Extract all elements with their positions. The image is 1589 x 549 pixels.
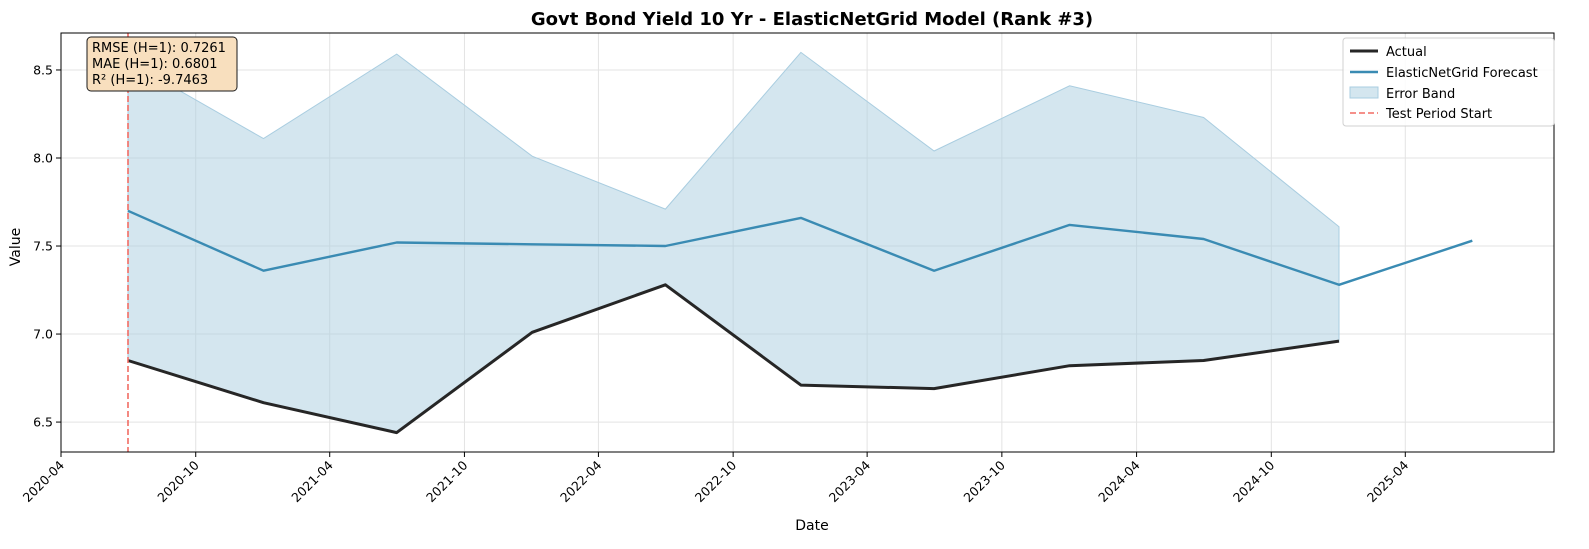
x-tick-label: 2023-10 (960, 457, 1008, 505)
metrics-rmse: RMSE (H=1): 0.7261 (92, 41, 226, 56)
axes-frame (60, 32, 1555, 453)
y-tick-label: 6.5 (33, 415, 53, 430)
axes-border (60, 32, 1555, 453)
metrics-mae: MAE (H=1): 0.6801 (92, 57, 218, 72)
x-tick-label: 2020-04 (20, 457, 68, 505)
legend-swatch-error-band (1349, 86, 1379, 99)
y-axis-label: Value (8, 228, 24, 266)
legend-label-error-band: Error Band (1386, 87, 1455, 102)
legend: Actual ElasticNetGrid Forecast Error Ban… (1342, 37, 1555, 127)
legend-label-test-start: Test Period Start (1385, 107, 1492, 122)
x-tick-label: 2021-04 (288, 457, 336, 505)
forecast-line (127, 209, 1473, 286)
x-tick-label: 2020-10 (154, 457, 202, 505)
x-tick-label: 2024-10 (1230, 457, 1278, 505)
series-lines (127, 209, 1473, 435)
x-tick-label: 2021-10 (423, 457, 471, 505)
x-tick-label: 2025-04 (1364, 457, 1412, 505)
metrics-box: RMSE (H=1): 0.7261 MAE (H=1): 0.6801 R² … (86, 36, 238, 92)
x-tick-label: 2023-04 (826, 457, 874, 505)
actual-line (127, 283, 1340, 435)
y-axis: 6.5 7.0 7.5 8.0 8.5 (33, 62, 61, 430)
y-tick-label: 8.0 (33, 150, 53, 165)
chart-title: Govt Bond Yield 10 Yr - ElasticNetGrid M… (531, 9, 1093, 30)
legend-label-forecast: ElasticNetGrid Forecast (1386, 66, 1538, 81)
x-axis-label: Date (795, 518, 828, 534)
y-tick-label: 7.5 (33, 239, 53, 254)
x-tick-label: 2022-04 (557, 457, 605, 505)
x-tick-label: 2022-10 (692, 457, 740, 505)
metrics-r2: R² (H=1): -9.7463 (92, 73, 208, 88)
y-tick-label: 8.5 (33, 62, 53, 77)
x-tick-label: 2024-04 (1095, 457, 1143, 505)
y-tick-label: 7.0 (33, 327, 53, 342)
x-axis: 2020-04 2020-10 2021-04 2021-10 2022-04 2022-… (20, 452, 1412, 505)
legend-label-actual: Actual (1386, 45, 1427, 60)
